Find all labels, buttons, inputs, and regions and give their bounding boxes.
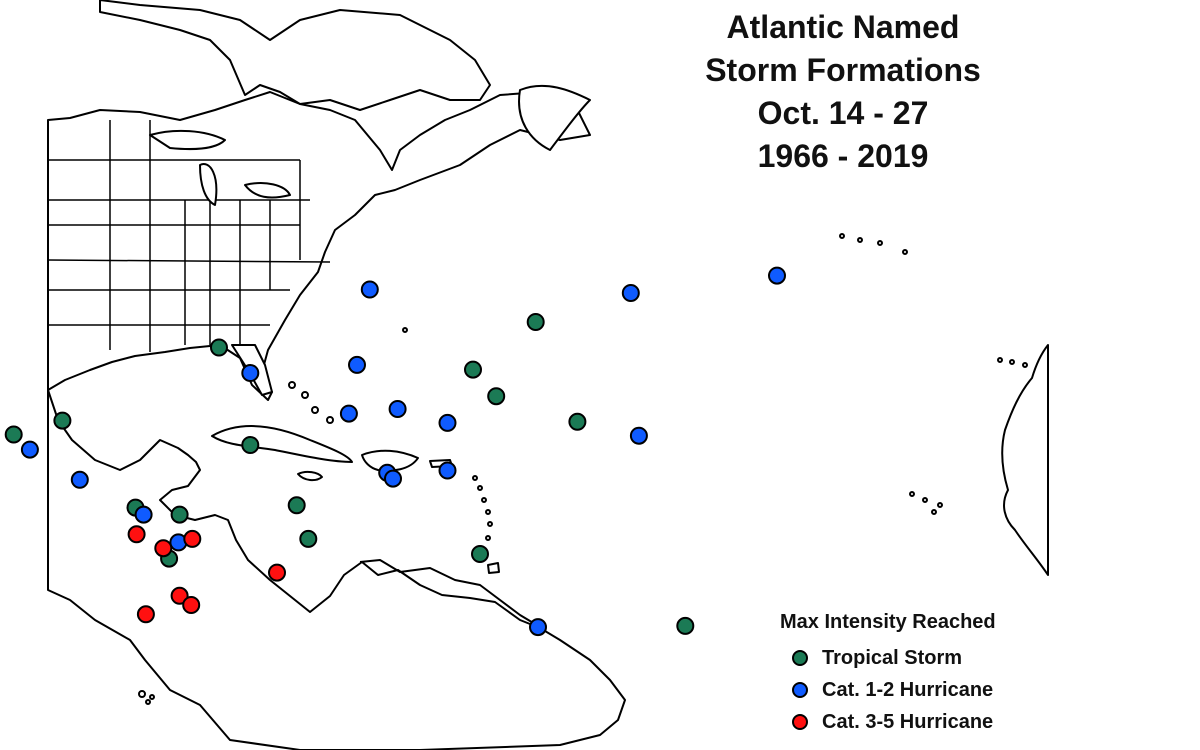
newfoundland-island — [518, 84, 591, 151]
storm-formation-point-ts — [53, 411, 72, 430]
africa-coast — [1001, 344, 1049, 576]
storm-formation-point-c35 — [170, 586, 189, 605]
storm-formation-point-c35 — [183, 529, 202, 548]
atlantic-east-islands — [909, 357, 1028, 515]
storm-formation-point-c12 — [621, 284, 640, 302]
storm-formation-point-c35 — [268, 563, 286, 582]
trinidad-island — [487, 562, 500, 574]
storm-formation-point-ts — [299, 529, 318, 548]
legend-item-tropical-storm: Tropical Storm — [792, 642, 1080, 674]
storm-formation-point-ts — [210, 338, 228, 357]
storm-formation-point-ts — [464, 360, 482, 379]
legend-swatch-cat-3-5-hurricane — [792, 714, 808, 730]
storm-formation-point-c12 — [134, 505, 153, 524]
storm-formation-point-ts — [676, 616, 695, 635]
storm-formation-point-c12 — [20, 440, 39, 459]
legend-label-cat-1-2-hurricane: Cat. 1-2 Hurricane — [822, 678, 994, 701]
storm-formation-point-c12 — [529, 618, 547, 637]
legend: Max Intensity Reached Tropical Storm Cat… — [780, 611, 1080, 738]
storm-formation-point-c12 — [438, 461, 457, 480]
great-lakes — [149, 129, 291, 206]
landmass-outlines — [47, 0, 1049, 750]
legend-title: Max Intensity Reached — [780, 611, 996, 633]
legend-swatch-tropical-storm — [792, 650, 808, 666]
storm-formation-point-c12 — [70, 470, 89, 489]
storm-formation-point-c35 — [154, 539, 173, 558]
lesser-antilles-islands — [472, 475, 493, 541]
title-line-4: 1966 - 2019 — [757, 138, 929, 174]
legend-item-cat-3-5-hurricane: Cat. 3-5 Hurricane — [792, 706, 1080, 738]
storm-formation-point-ts — [471, 545, 489, 563]
storm-formation-point-c12 — [348, 355, 366, 374]
legend-item-cat-1-2-hurricane: Cat. 1-2 Hurricane — [792, 674, 1080, 706]
storm-formation-point-ts — [241, 436, 260, 454]
title-line-3: Oct. 14 - 27 — [757, 95, 929, 131]
south-america-north-coast — [359, 559, 546, 631]
storm-formation-point-c35 — [136, 605, 155, 624]
labrador-coast — [99, 0, 491, 111]
legend-label-tropical-storm: Tropical Storm — [822, 646, 963, 669]
title-line-1: Atlantic Named — [726, 9, 960, 45]
storm-formation-point-ts — [487, 387, 506, 406]
state-borders — [47, 120, 331, 352]
storm-formation-point-c12 — [241, 364, 260, 382]
map-title: Atlantic Named Storm Formations Oct. 14 … — [643, 6, 1043, 178]
storm-formation-point-c12 — [339, 404, 358, 423]
legend-swatch-cat-1-2-hurricane — [792, 682, 808, 698]
storm-formation-point-c12 — [360, 280, 379, 299]
legend-label-cat-3-5-hurricane: Cat. 3-5 Hurricane — [822, 710, 994, 733]
storm-formation-point-ts — [287, 496, 306, 515]
azores-islands — [839, 233, 908, 255]
galapagos-islands — [138, 690, 155, 705]
storm-formation-point-ts — [568, 412, 587, 431]
storm-formation-point-c35 — [127, 525, 146, 544]
title-line-2: Storm Formations — [705, 52, 981, 88]
storm-formation-point-c12 — [629, 426, 648, 445]
storm-points-layer — [4, 266, 786, 637]
storm-formation-point-ts — [526, 313, 545, 331]
bermuda-island — [402, 327, 408, 333]
storm-formation-point-c12 — [388, 400, 407, 418]
storm-formation-point-c12 — [384, 469, 402, 488]
hispaniola-island — [361, 449, 419, 472]
storm-formation-point-c12 — [768, 266, 786, 285]
storm-formation-point-ts — [4, 425, 23, 444]
jamaica-island — [297, 470, 323, 482]
storm-formation-point-ts — [170, 505, 189, 524]
mexico-central-america-coast — [47, 389, 626, 750]
storm-formation-point-c35 — [182, 596, 201, 614]
storm-formation-point-c12 — [438, 413, 457, 432]
